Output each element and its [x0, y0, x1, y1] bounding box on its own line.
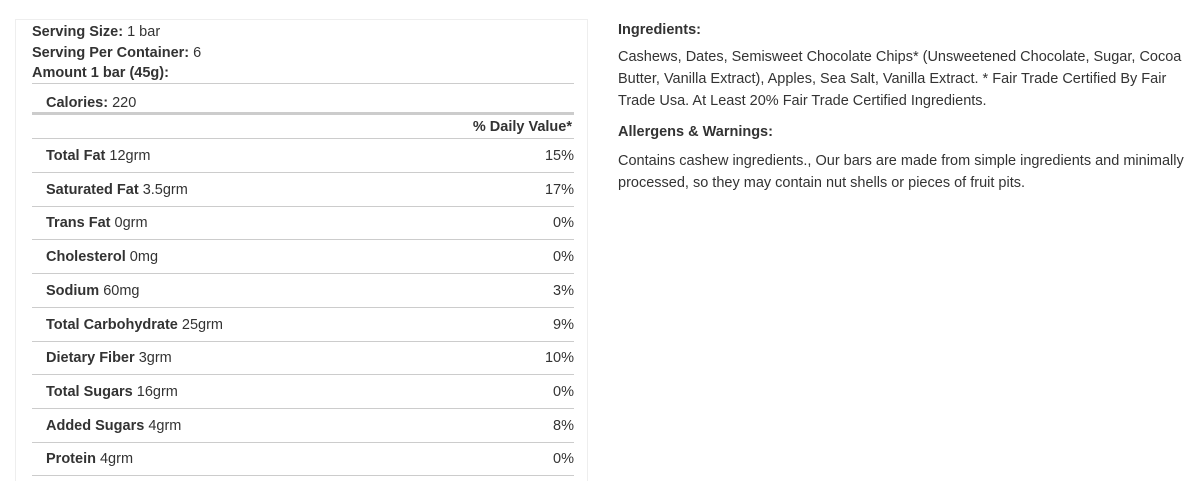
nutrient-name: Trans Fat 0grm	[46, 214, 148, 232]
nutrient-amount: 0grm	[114, 215, 148, 232]
nutrient-row: Sodium 60mg 3%	[32, 274, 574, 308]
divider	[32, 138, 574, 139]
nutrient-amount: 25grm	[181, 316, 223, 333]
servings-per-container: Serving Per Container: 6	[32, 44, 201, 62]
divider	[32, 239, 574, 241]
nutrient-name: Dietary Fiber 3grm	[46, 349, 172, 367]
daily-value-header: % Daily Value*	[472, 119, 572, 135]
nutrient-daily-value: 0%	[553, 249, 574, 266]
nutrient-label: Total Fat	[46, 148, 106, 164]
nutrient-row: Total Fat 12grm 15%	[32, 139, 574, 173]
servings-per-container-label: Serving Per Container:	[32, 45, 190, 61]
nutrient-daily-value: 3%	[553, 282, 574, 299]
calories-value: 220	[112, 95, 137, 111]
calories: Calories: 220	[46, 94, 136, 112]
nutrient-daily-value: 17%	[544, 181, 574, 198]
nutrient-label: Cholesterol	[46, 249, 126, 266]
nutrient-row: Total Sugars 16grm 0%	[32, 375, 574, 409]
allergens-heading: Allergens & Warnings:	[618, 124, 773, 140]
servings-per-container-value: 6	[193, 45, 202, 61]
divider	[32, 273, 574, 275]
nutrient-daily-value: 8%	[553, 417, 574, 434]
ingredients-heading: Ingredients:	[618, 22, 701, 38]
nutrient-row: Protein 4grm 0%	[32, 442, 574, 477]
serving-size: Serving Size: 1 bar	[32, 23, 160, 41]
nutrient-row: Added Sugars 4grm 8%	[32, 409, 574, 443]
divider	[32, 441, 574, 443]
divider	[32, 407, 574, 409]
nutrient-label: Protein	[46, 451, 96, 468]
serving-size-value: 1 bar	[127, 24, 161, 40]
divider	[32, 374, 574, 376]
nutrient-daily-value: 15%	[544, 148, 574, 164]
nutrient-amount: 60mg	[103, 282, 140, 299]
ingredients-text: Cashews, Dates, Semisweet Chocolate Chip…	[618, 49, 1182, 109]
nutrient-name: Saturated Fat 3.5grm	[46, 181, 188, 199]
nutrient-amount: 3.5grm	[142, 181, 188, 198]
divider	[32, 172, 574, 173]
nutrient-amount: 0mg	[129, 249, 159, 266]
nutrient-name: Sodium 60mg	[46, 282, 139, 300]
calories-label: Calories:	[46, 95, 109, 111]
nutrient-amount: 16grm	[136, 383, 178, 400]
nutrient-daily-value: 9%	[553, 316, 574, 333]
nutrient-name: Total Fat 12grm	[46, 147, 150, 165]
nutrient-amount: 4grm	[99, 451, 134, 468]
serving-size-label: Serving Size:	[32, 24, 124, 40]
nutrient-name: Protein 4grm	[46, 450, 133, 468]
nutrient-row: Cholesterol 0mg 0%	[32, 240, 574, 275]
nutrient-daily-value: 10%	[544, 350, 574, 367]
nutrient-name: Total Carbohydrate 25grm	[46, 316, 223, 334]
nutrient-daily-value: 0%	[553, 451, 574, 468]
nutrient-name: Added Sugars 4grm	[46, 417, 181, 435]
nutrient-label: Dietary Fiber	[46, 350, 135, 367]
divider	[32, 205, 574, 207]
allergens-text: Contains cashew ingredients., Our bars a…	[618, 153, 1184, 191]
nutrient-row: Total Carbohydrate 25grm 9%	[32, 308, 574, 342]
divider	[32, 340, 574, 342]
nutrient-name: Cholesterol 0mg	[46, 248, 158, 266]
product-info-column: Ingredients: Cashews, Dates, Semisweet C…	[618, 20, 1188, 194]
amount-per-serving: Amount 1 bar (45g):	[32, 64, 169, 82]
nutrient-label: Trans Fat	[46, 215, 111, 232]
nutrient-row: Saturated Fat 3.5grm 17%	[32, 173, 574, 207]
nutrient-label: Added Sugars	[46, 417, 145, 434]
nutrient-daily-value: 0%	[553, 383, 574, 400]
divider	[32, 83, 574, 84]
nutrient-row: Dietary Fiber 3grm 10%	[32, 341, 574, 376]
divider	[32, 475, 574, 477]
nutrient-daily-value: 0%	[553, 215, 574, 232]
nutrient-amount: 4grm	[148, 417, 182, 434]
nutrient-label: Sodium	[46, 282, 100, 299]
nutrient-amount: 3grm	[138, 350, 172, 367]
nutrient-label: Saturated Fat	[46, 181, 139, 198]
nutrient-name: Total Sugars 16grm	[46, 383, 178, 401]
nutrient-label: Total Carbohydrate	[46, 316, 178, 333]
amount-label: Amount 1 bar (45g):	[32, 65, 169, 81]
nutrient-label: Total Sugars	[46, 383, 133, 400]
divider	[32, 306, 574, 308]
divider-thick	[32, 112, 574, 115]
nutrition-facts-panel: Serving Size: 1 bar Serving Per Containe…	[15, 19, 588, 481]
nutrient-row: Trans Fat 0grm 0%	[32, 206, 574, 241]
nutrient-amount: 12grm	[109, 148, 151, 164]
